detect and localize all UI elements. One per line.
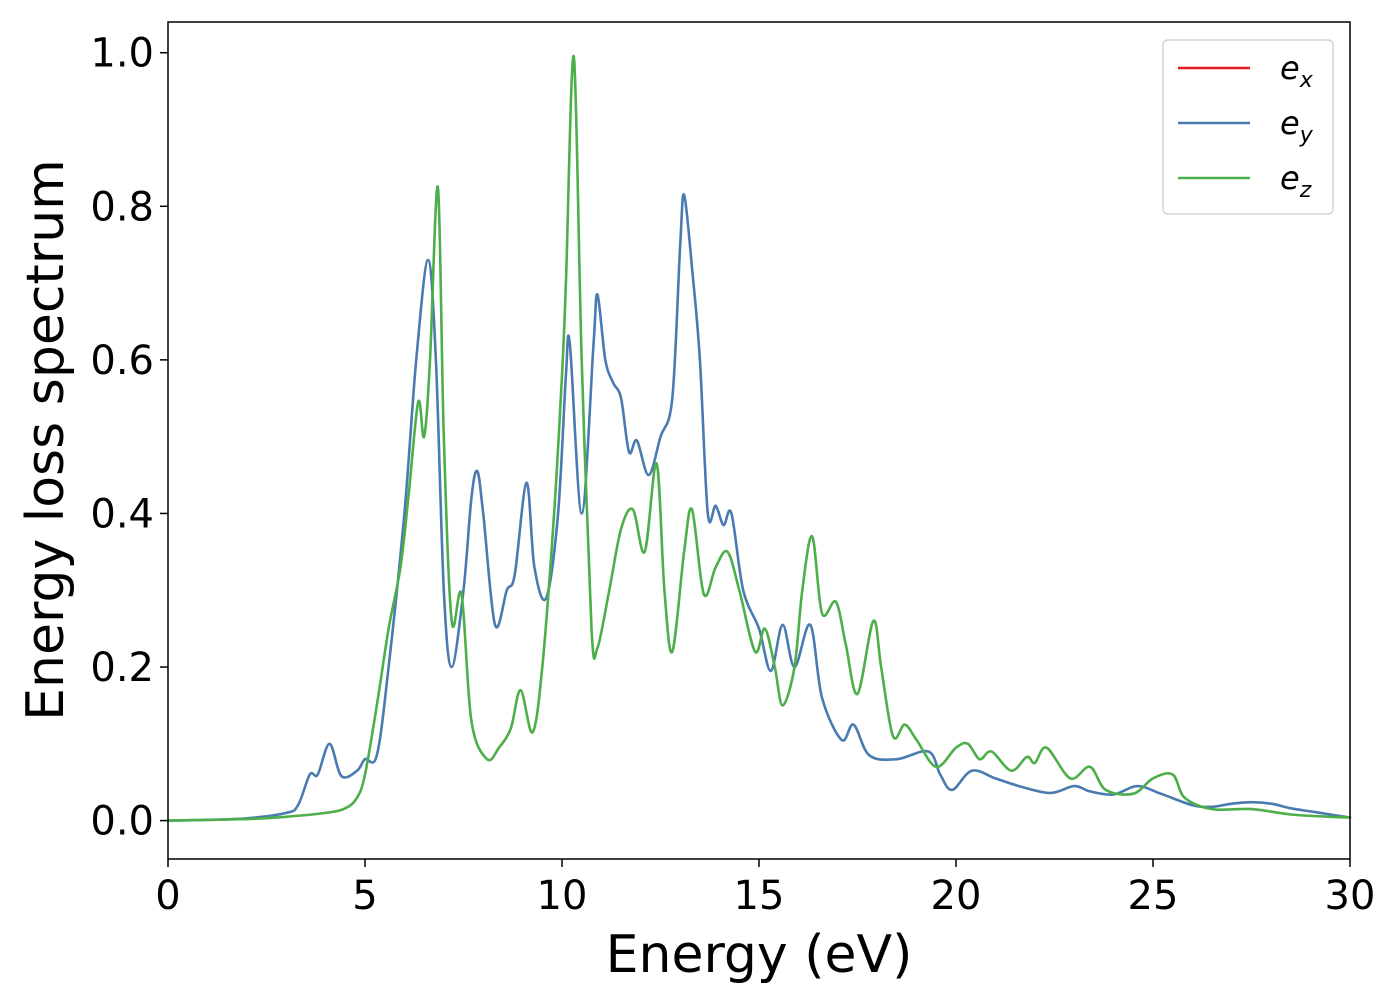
series-line-ez (166, 55, 1352, 822)
y-tick-label: 0.4 (90, 491, 154, 537)
y-tick-label: 0.0 (90, 799, 154, 845)
y-axis-label: Energy loss spectrum (16, 159, 76, 721)
y-tick-label: 0.2 (90, 645, 154, 691)
y-axis: 0.0 0.2 0.4 0.6 0.8 1.0 (90, 31, 168, 845)
legend: ex ey ez (1162, 39, 1334, 215)
legend-label: ez (1280, 159, 1312, 203)
x-axis: 0 5 10 15 20 25 30 (155, 859, 1375, 919)
plot-lines (166, 55, 1352, 822)
x-tick-label: 15 (734, 873, 785, 919)
x-tick-label: 30 (1325, 873, 1376, 919)
y-tick-label: 1.0 (90, 31, 154, 77)
x-tick-label: 5 (352, 873, 377, 919)
x-tick-label: 0 (155, 873, 180, 919)
y-tick-label: 0.6 (90, 338, 154, 384)
legend-label: ex (1280, 49, 1314, 93)
series-line-ey (166, 193, 1352, 822)
x-tick-label: 10 (537, 873, 588, 919)
x-tick-label: 25 (1128, 873, 1179, 919)
y-tick-label: 0.8 (90, 184, 154, 230)
legend-box (1162, 39, 1334, 215)
legend-label: ey (1280, 104, 1314, 148)
x-axis-label: Energy (eV) (606, 925, 913, 985)
x-tick-label: 20 (931, 873, 982, 919)
